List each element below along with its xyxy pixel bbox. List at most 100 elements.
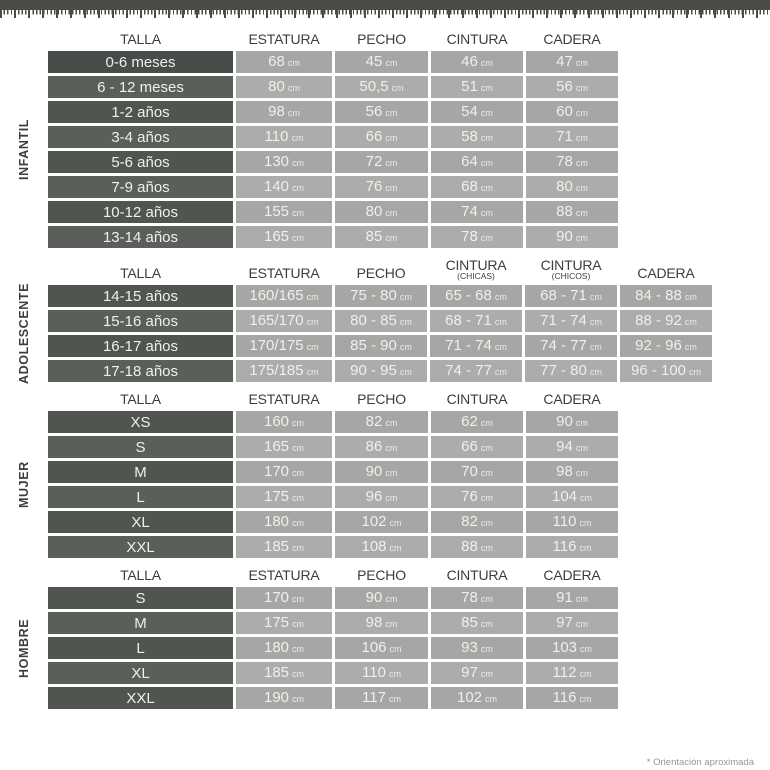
measurement-unit: cm: [287, 83, 300, 93]
measurement-value: 82: [461, 513, 478, 530]
measurement-cell: 68 - 71 cm: [525, 285, 617, 307]
measurement-unit: cm: [385, 133, 398, 143]
measurement-value: 165/170: [249, 312, 304, 329]
measurement-unit: cm: [575, 443, 588, 453]
measurement-cell: 71 - 74 cm: [430, 335, 522, 357]
measurement-cell: 160/165 cm: [236, 285, 332, 307]
measurement-cell: 46 cm: [431, 51, 523, 73]
measurement-cell: 93 cm: [431, 637, 523, 659]
column-header-label: TALLA: [120, 31, 161, 47]
table-row: XL 185 cm 110 cm 97 cm 112 cm: [48, 662, 770, 684]
measurement-unit: cm: [306, 292, 319, 302]
measurement-unit: cm: [480, 233, 493, 243]
measurement-unit: cm: [480, 493, 493, 503]
measurement-value: 50,5: [359, 78, 389, 95]
measurement-value: 85: [365, 228, 383, 245]
measurement-value: 94: [556, 438, 573, 455]
measurement-cell: 74 - 77 cm: [525, 335, 617, 357]
measurement-value: 84 - 88: [635, 287, 682, 304]
measurement-unit: cm: [306, 317, 319, 327]
measurement-value: 71 - 74: [445, 337, 492, 354]
column-header-row: TALLA ESTATURA PECHO CINTURA CADERA: [48, 31, 770, 47]
column-header: ESTATURA: [236, 31, 332, 47]
measurement-unit: cm: [480, 158, 493, 168]
column-header-sublabel: (CHICAS): [457, 271, 495, 281]
measurement-cell: 110 cm: [236, 126, 332, 148]
measurement-value: 185: [263, 664, 290, 681]
measurement-cell: 82 cm: [335, 411, 428, 433]
measurement-unit: cm: [575, 594, 588, 604]
size-label-cell: XXL: [48, 536, 233, 558]
measurement-unit: cm: [292, 694, 305, 704]
table-row: 3-4 años 110 cm 66 cm 58 cm 71 cm: [48, 126, 770, 148]
measurement-cell: 116 cm: [526, 687, 618, 709]
measurement-unit: cm: [385, 233, 398, 243]
measurement-value: 46: [461, 53, 478, 70]
measurement-unit: cm: [388, 694, 401, 704]
size-label-cell: 15-16 años: [48, 310, 233, 332]
column-header: TALLA: [48, 567, 233, 583]
column-header-sublabel: (CHICOS): [551, 271, 591, 281]
column-header-label: ESTATURA: [248, 265, 320, 281]
measurement-value: 97: [556, 614, 573, 631]
measurement-value: 90: [556, 413, 573, 430]
measurement-value: 82: [365, 413, 383, 430]
measurement-cell: 68 cm: [431, 176, 523, 198]
column-header-label: CADERA: [543, 567, 601, 583]
table-row: 10-12 años 155 cm 80 cm 74 cm 88 cm: [48, 201, 770, 223]
measurement-value: 185: [263, 538, 290, 555]
column-header: CINTURA: [431, 391, 523, 407]
measurement-unit: cm: [385, 208, 398, 218]
measurement-cell: 98 cm: [526, 461, 618, 483]
measurement-value: 112: [552, 664, 577, 681]
measurement-unit: cm: [575, 83, 588, 93]
measurement-value: 106: [361, 639, 387, 656]
measurement-unit: cm: [385, 443, 398, 453]
measurement-value: 71 - 74: [540, 312, 587, 329]
measurement-value: 68: [461, 178, 478, 195]
measurement-unit: cm: [480, 418, 493, 428]
measurement-cell: 165/170 cm: [236, 310, 332, 332]
measurement-cell: 88 cm: [526, 201, 618, 223]
measurement-cell: 54 cm: [431, 101, 523, 123]
column-header-label: ESTATURA: [248, 31, 320, 47]
measurement-value: 93: [461, 639, 478, 656]
measurement-value: 110: [264, 128, 289, 145]
measurement-value: 80: [556, 178, 573, 195]
measurement-value: 116: [552, 538, 577, 555]
measurement-unit: cm: [480, 443, 493, 453]
measurement-cell: 85 - 90 cm: [335, 335, 427, 357]
measurement-cell: 76 cm: [431, 486, 523, 508]
measurement-cell: 71 cm: [526, 126, 618, 148]
measurement-unit: cm: [292, 493, 305, 503]
measurement-cell: 94 cm: [526, 436, 618, 458]
measurement-value: 104: [551, 488, 578, 505]
measurement-value: 170: [263, 589, 290, 606]
measurement-cell: 74 cm: [431, 201, 523, 223]
measurement-value: 78: [461, 589, 478, 606]
column-header-label: PECHO: [357, 391, 406, 407]
size-label-cell: 14-15 años: [48, 285, 233, 307]
measurement-value: 130: [263, 153, 290, 170]
measurement-unit: cm: [385, 418, 398, 428]
column-header-label: TALLA: [120, 265, 161, 281]
measurement-cell: 98 cm: [335, 612, 428, 634]
measurement-cell: 64 cm: [431, 151, 523, 173]
section-rows: HOMBRE S 170 cm 90 cm 78 cm 91 cm M 175 cm 98 cm 85 cm 97…: [17, 587, 770, 709]
measurement-cell: 110 cm: [526, 511, 618, 533]
measurement-unit: cm: [480, 619, 493, 629]
table-row: S 170 cm 90 cm 78 cm 91 cm: [48, 587, 770, 609]
measurement-unit: cm: [575, 158, 588, 168]
measurement-cell: 80 cm: [335, 201, 428, 223]
table-row: 15-16 años 165/170 cm 80 - 85 cm 68 - 71 cm 71 …: [48, 310, 770, 332]
measurement-cell: 92 - 96 cm: [620, 335, 712, 357]
size-label-cell: 7-9 años: [48, 176, 233, 198]
measurement-value: 58: [461, 128, 478, 145]
measurement-unit: cm: [684, 317, 697, 327]
section-side-label-adolescente: ADOLESCENTE: [17, 282, 31, 385]
measurement-value: 165: [263, 228, 290, 245]
measurement-value: 116: [552, 689, 577, 706]
measurement-unit: cm: [292, 158, 305, 168]
measurement-cell: 45 cm: [335, 51, 428, 73]
measurement-unit: cm: [292, 644, 305, 654]
